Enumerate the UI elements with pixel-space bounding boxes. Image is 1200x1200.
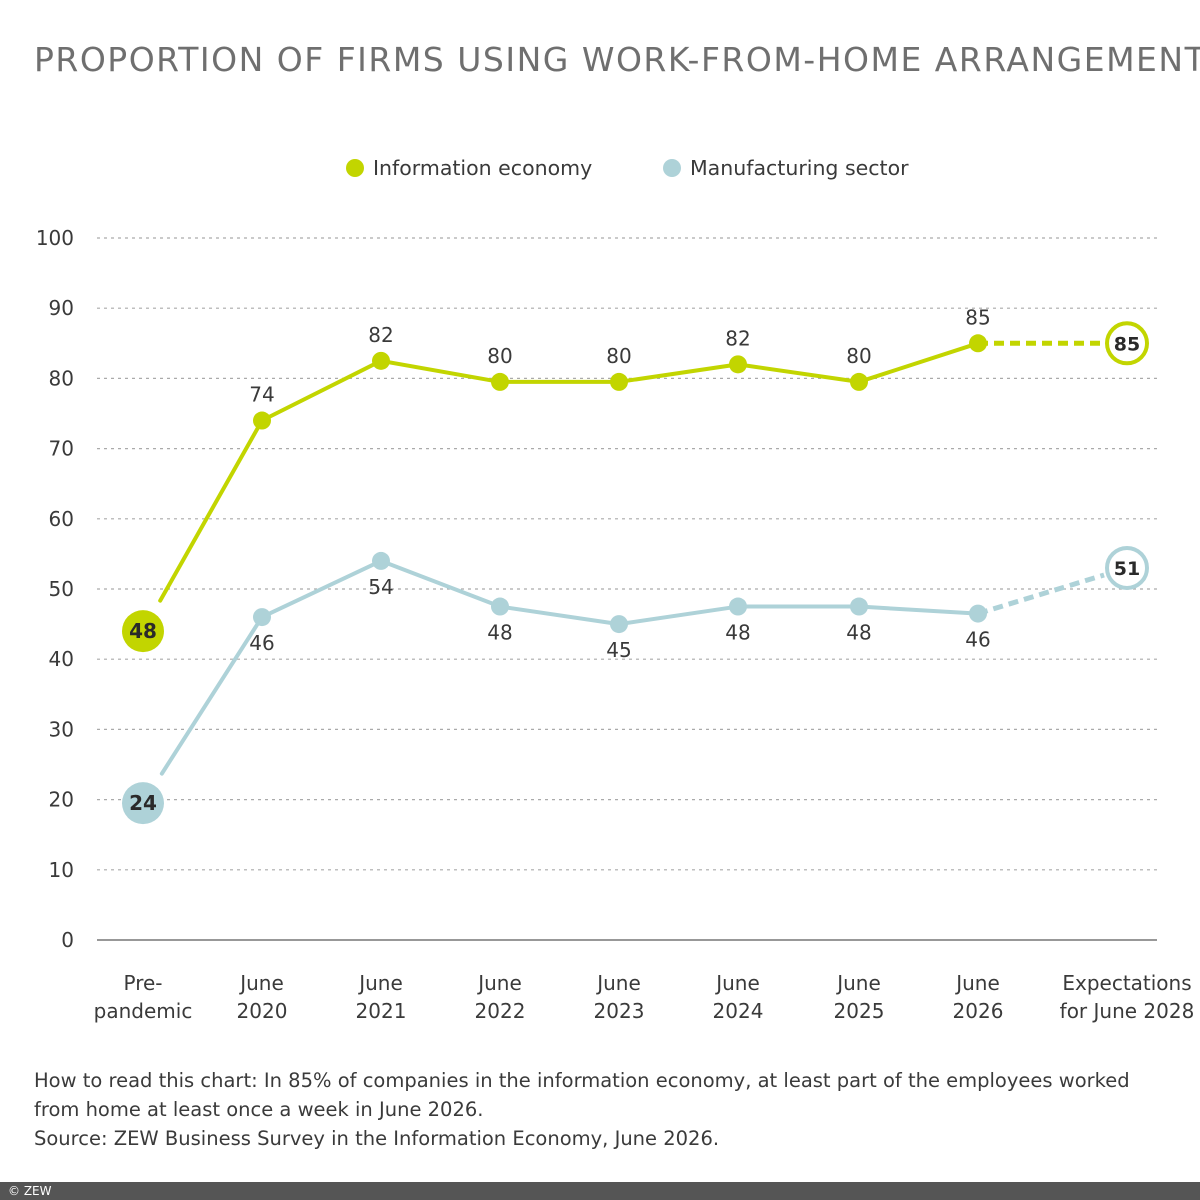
- x-tick-label: June: [714, 971, 760, 995]
- data-label: 54: [368, 575, 393, 599]
- legend-label: Information economy: [373, 156, 592, 180]
- data-point: [729, 597, 747, 616]
- expectation-label: 85: [1114, 333, 1140, 355]
- pre-pandemic-label: 48: [129, 619, 157, 643]
- x-tick-label: 2024: [713, 999, 764, 1023]
- y-tick-label: 10: [49, 858, 74, 882]
- line-chart: 0 10 20 30 40 50 60 70 80 90 100 Pre-pandemic June 20…: [36, 156, 1195, 1023]
- data-label: 85: [965, 305, 990, 329]
- footer-bar: © ZEW: [0, 1182, 1200, 1200]
- data-point: [253, 608, 271, 627]
- x-tick-label: 2025: [834, 999, 885, 1023]
- data-point: [253, 411, 271, 430]
- y-tick-label: 0: [61, 928, 74, 952]
- data-point: [372, 351, 390, 370]
- data-label: 48: [725, 621, 750, 645]
- x-tick-label: Pre-: [123, 971, 162, 995]
- data-label: 45: [606, 638, 631, 662]
- data-point: [372, 551, 390, 570]
- data-label: 46: [965, 628, 990, 652]
- data-label: 80: [606, 344, 631, 368]
- y-tick-label: 40: [49, 647, 74, 671]
- expectation-label: 51: [1114, 558, 1140, 580]
- how-to-read-line-2: from home at least once a week in June 2…: [34, 1098, 484, 1121]
- x-tick-label: 2026: [953, 999, 1004, 1023]
- x-tick-label: pandemic: [94, 999, 193, 1023]
- chart-title: PROPORTION OF FIRMS USING WORK-FROM-HOME…: [34, 40, 1200, 79]
- expectation-marker: [1105, 321, 1149, 366]
- expectation-marker: [1105, 545, 1149, 590]
- data-point: [491, 372, 509, 391]
- x-tick-label: Expectations: [1062, 971, 1191, 995]
- x-tick-label: June: [357, 971, 403, 995]
- data-point: [850, 597, 868, 616]
- x-tick-label: June: [595, 971, 641, 995]
- x-tick-label: for June 2028: [1060, 999, 1195, 1023]
- data-point: [850, 372, 868, 391]
- how-to-read-line-1: How to read this chart: In 85% of compan…: [34, 1069, 1130, 1092]
- data-label: 82: [725, 326, 750, 350]
- data-point: [610, 372, 628, 391]
- data-point: [610, 615, 628, 634]
- pre-pandemic-marker: [122, 610, 164, 653]
- x-tick-label: June: [238, 971, 284, 995]
- data-label: 82: [368, 323, 393, 347]
- x-tick-label: 2020: [237, 999, 288, 1023]
- x-tick-label: 2023: [594, 999, 645, 1023]
- x-tick-label: 2022: [475, 999, 526, 1023]
- y-tick-label: 80: [49, 366, 74, 390]
- data-label: 80: [846, 344, 871, 368]
- data-label: 48: [846, 621, 871, 645]
- legend-label: Manufacturing sector: [690, 156, 909, 180]
- y-tick-label: 70: [49, 437, 74, 461]
- copyright-label: © ZEW: [8, 1184, 52, 1198]
- data-label: 74: [249, 383, 274, 407]
- pre-pandemic-label: 24: [129, 791, 157, 815]
- data-point: [491, 597, 509, 616]
- data-point: [969, 604, 987, 623]
- series-line-segment: [158, 418, 264, 603]
- chart-notes: How to read this chart: In 85% of compan…: [34, 1066, 1174, 1153]
- x-tick-label: 2021: [356, 999, 407, 1023]
- series-line-segment: [159, 615, 264, 776]
- data-label: 80: [487, 344, 512, 368]
- data-label: 46: [249, 631, 274, 655]
- data-point: [969, 334, 987, 353]
- expectation-dashed-line: [977, 572, 1105, 616]
- y-tick-label: 50: [49, 577, 74, 601]
- legend-marker: [663, 159, 681, 177]
- x-tick-label: June: [835, 971, 881, 995]
- y-tick-label: 90: [49, 296, 74, 320]
- y-tick-label: 20: [49, 788, 74, 812]
- legend-marker: [346, 159, 364, 177]
- y-tick-label: 60: [49, 507, 74, 531]
- pre-pandemic-marker: [122, 782, 164, 825]
- x-tick-label: June: [954, 971, 1000, 995]
- source-note: Source: ZEW Business Survey in the Infor…: [34, 1127, 720, 1150]
- y-tick-label: 30: [49, 717, 74, 741]
- y-tick-label: 100: [36, 226, 74, 250]
- data-label: 48: [487, 621, 512, 645]
- data-point: [729, 355, 747, 374]
- x-tick-label: June: [476, 971, 522, 995]
